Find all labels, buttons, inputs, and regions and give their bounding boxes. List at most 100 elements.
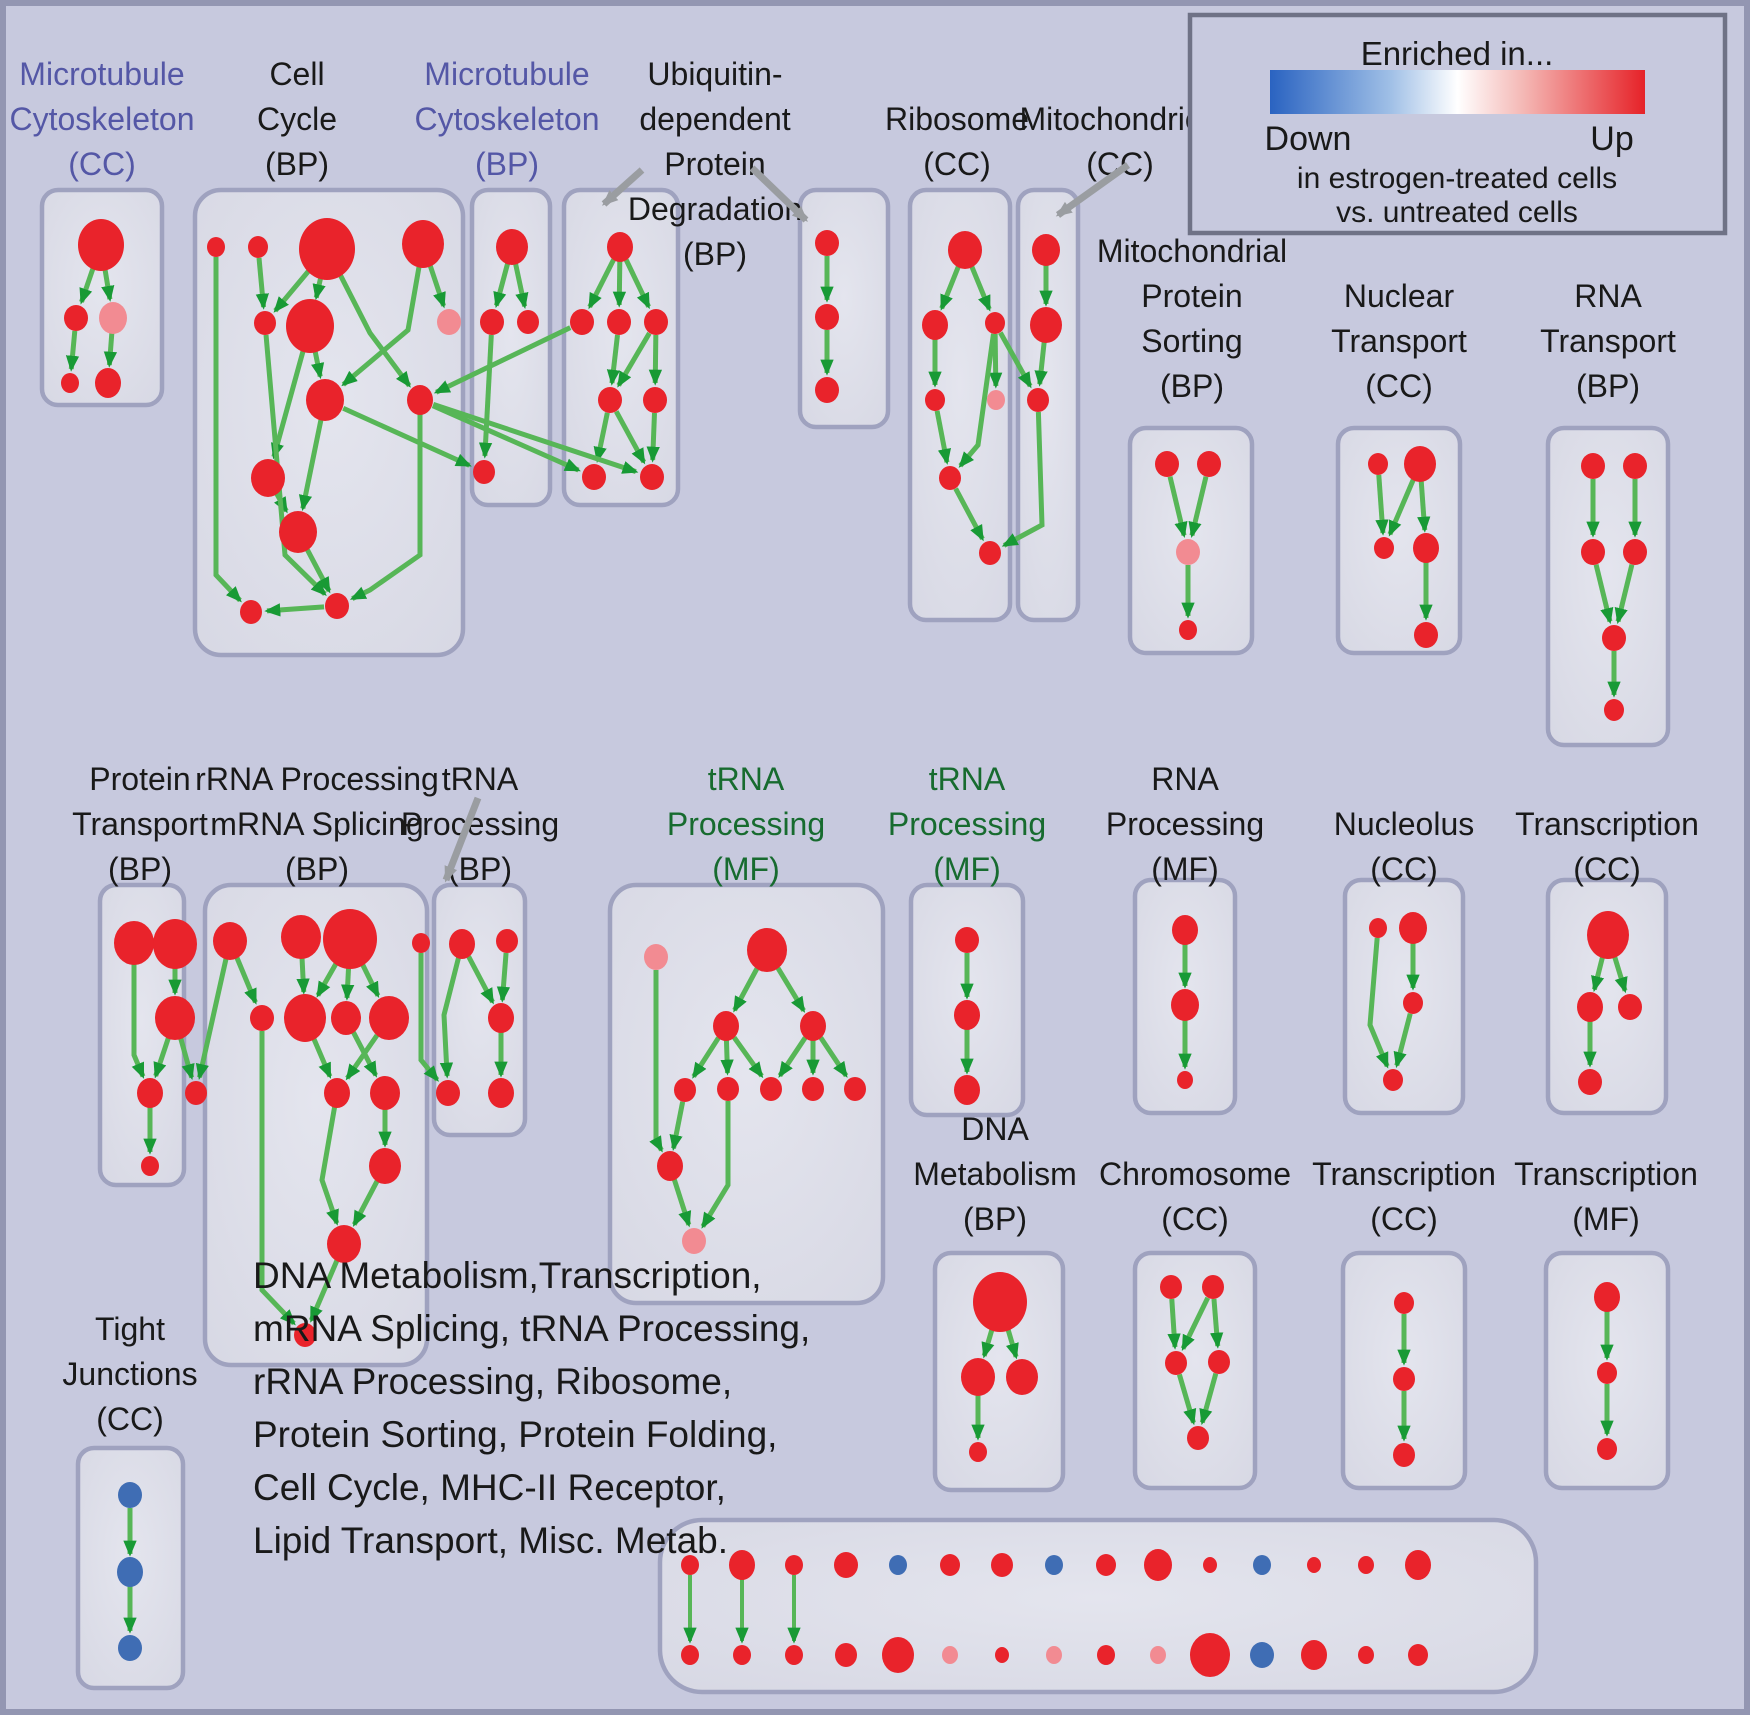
go-term-node-tm-1 <box>954 1000 980 1030</box>
go-term-node-rr-5 <box>284 994 326 1042</box>
cluster-box-ub <box>797 187 891 430</box>
edge <box>623 258 651 310</box>
go-term-node-ri-1 <box>922 310 948 340</box>
edge <box>700 1101 731 1229</box>
legend-box <box>1187 12 1728 236</box>
go-term-node-ms-19 <box>882 1637 914 1673</box>
cluster-label-cc: (BP) <box>265 146 329 182</box>
edge <box>1614 564 1635 625</box>
go-term-node-tb-3 <box>436 1080 460 1106</box>
go-term-node-rr-8 <box>324 1078 350 1108</box>
go-term-node-rr-7 <box>369 996 409 1040</box>
edge <box>648 334 663 386</box>
edge <box>1387 478 1416 537</box>
edge <box>319 1106 340 1226</box>
edge <box>213 257 242 603</box>
edge <box>649 970 664 1153</box>
cluster-label-ua: dependent <box>639 101 790 137</box>
go-term-node-cc-4 <box>254 311 276 335</box>
go-term-node-ms-28 <box>1358 1646 1374 1664</box>
edge <box>1375 474 1389 536</box>
cluster-label-nt: Nuclear <box>1344 278 1455 314</box>
misc-clusters-list-line: rRNA Processing, Ribosome, <box>253 1361 732 1402</box>
edge <box>79 266 96 305</box>
edge <box>345 1033 380 1081</box>
edge <box>513 263 529 309</box>
edge <box>259 1031 296 1326</box>
go-term-node-tj-1 <box>117 1557 143 1587</box>
go-term-node-nt-3 <box>1413 533 1439 563</box>
edge <box>593 412 610 463</box>
go-term-node-mtcc-0 <box>78 219 124 271</box>
edge <box>1593 564 1614 625</box>
edge <box>349 414 423 601</box>
go-term-node-cc-1 <box>248 236 268 258</box>
go-term-node-ms-7 <box>1045 1555 1063 1575</box>
go-term-node-cc-8 <box>407 385 433 415</box>
edge <box>153 1037 171 1079</box>
edge <box>1393 1013 1413 1069</box>
go-term-node-ri-6 <box>979 541 1001 565</box>
go-term-node-rr-3 <box>412 933 430 953</box>
cluster-box-nt <box>1335 425 1463 656</box>
cluster-label-ua: Ubiquitin- <box>647 56 782 92</box>
cluster-label-mp: (BP) <box>1160 368 1224 404</box>
go-term-node-tb-2 <box>488 1003 514 1033</box>
cluster-label-t1: Transcription <box>1515 806 1699 842</box>
go-term-node-tj-2 <box>118 1635 142 1661</box>
go-term-node-mp-2 <box>1176 539 1200 565</box>
edge <box>969 265 992 312</box>
go-term-node-mi-1 <box>1030 307 1062 343</box>
go-term-node-ms-5 <box>940 1554 960 1576</box>
cluster-label-rr: (BP) <box>285 851 349 887</box>
go-term-node-ub-2 <box>815 377 839 403</box>
go-term-node-ta-1 <box>747 928 787 972</box>
go-term-node-ua-4 <box>598 387 622 413</box>
misc-clusters-list-line: Lipid Transport, Misc. Metab. <box>253 1520 728 1561</box>
edge <box>612 260 627 308</box>
cluster-label-pt: (BP) <box>108 851 172 887</box>
edge <box>616 331 652 388</box>
edge <box>309 1259 340 1323</box>
go-term-node-cc-10 <box>279 511 317 553</box>
edge <box>273 269 311 313</box>
edge <box>351 1031 378 1078</box>
edge <box>337 273 412 388</box>
go-term-node-ms-26 <box>1250 1642 1274 1668</box>
go-term-node-mb-3 <box>473 460 495 484</box>
go-term-node-cc-2 <box>299 218 355 280</box>
go-term-node-rr-4 <box>250 1005 274 1031</box>
cluster-label-tc: Transcription <box>1312 1156 1496 1192</box>
edge <box>1005 1328 1019 1360</box>
layer-text: Microtubule Cytoskeleton (CC) Cell Cycle (BP)… <box>10 12 1728 1561</box>
cluster-label-ua: (BP) <box>683 236 747 272</box>
go-term-node-rr-1 <box>281 915 321 959</box>
go-term-node-mp-1 <box>1197 451 1221 477</box>
go-term-node-cc-0 <box>207 237 225 257</box>
go-term-node-tf-0 <box>1594 1282 1620 1312</box>
legend-up-label: Up <box>1590 120 1633 158</box>
edge <box>1591 955 1606 993</box>
go-term-node-mtcc-4 <box>95 368 121 398</box>
go-term-node-ta-5 <box>717 1077 739 1101</box>
cluster-label-pt: Transport <box>72 806 208 842</box>
go-term-node-mb-2 <box>517 310 539 334</box>
edge <box>614 410 647 465</box>
go-term-node-ms-20 <box>942 1646 958 1664</box>
cluster-label-pt: Protein <box>89 761 190 797</box>
cluster-label-tb: Processing <box>401 806 559 842</box>
go-term-node-tf-1 <box>1597 1362 1617 1384</box>
go-term-node-mtcc-1 <box>64 305 88 331</box>
edge <box>312 276 326 301</box>
cluster-label-nu: Nucleolus <box>1334 806 1475 842</box>
go-term-node-rp-0 <box>1172 915 1198 945</box>
edge <box>342 405 472 468</box>
label-pointer-arrow <box>442 796 482 883</box>
edge <box>777 1036 808 1078</box>
cluster-box-nu <box>1342 877 1466 1116</box>
go-term-node-ms-16 <box>733 1645 751 1665</box>
go-term-node-rr-10 <box>369 1148 401 1184</box>
edge <box>65 330 80 372</box>
go-term-node-ms-12 <box>1307 1557 1321 1573</box>
